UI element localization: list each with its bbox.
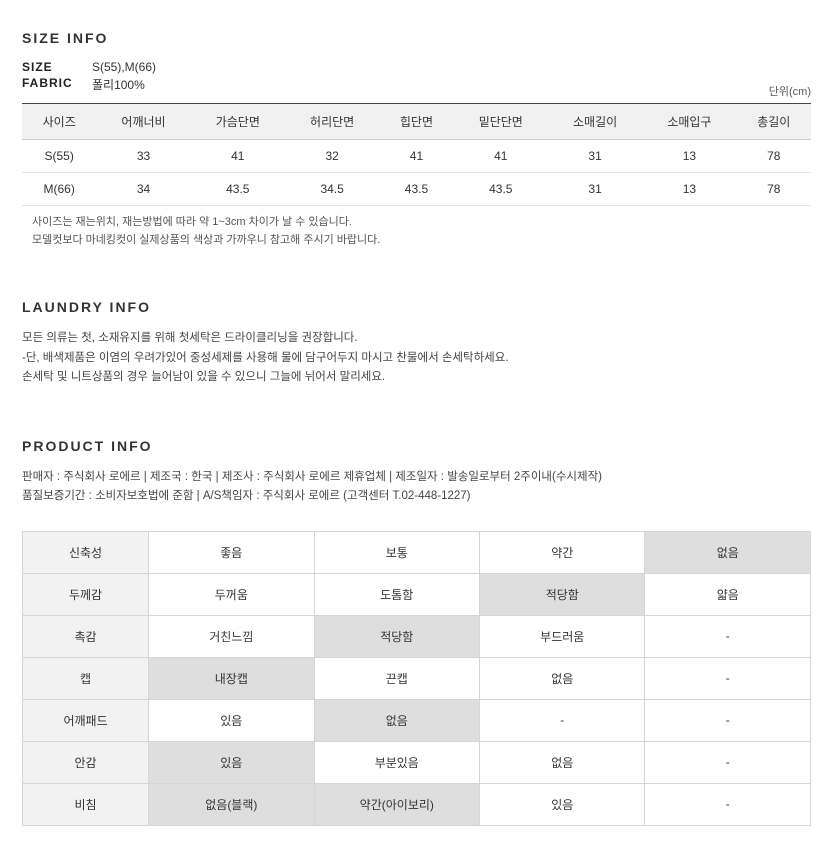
attr-cell: 없음 — [480, 741, 645, 783]
attr-cell: 부분있음 — [314, 741, 479, 783]
attr-cell: - — [480, 699, 645, 741]
table-row: 비침없음(블랙)약간(아이보리)있음- — [23, 783, 811, 825]
attr-cell: 약간(아이보리) — [314, 783, 479, 825]
size-header: 밑단단면 — [454, 104, 548, 140]
size-cell: 78 — [737, 140, 811, 173]
size-info-title: SIZE INFO — [22, 30, 811, 46]
table-row: 두께감두꺼움도톰함적당함얇음 — [23, 573, 811, 615]
attr-label: 캡 — [23, 657, 149, 699]
table-row: 어깨패드있음없음-- — [23, 699, 811, 741]
attr-label: 안감 — [23, 741, 149, 783]
attr-label: 어깨패드 — [23, 699, 149, 741]
size-cell: 41 — [191, 140, 285, 173]
size-label: SIZE — [22, 60, 76, 74]
attr-cell: - — [645, 741, 811, 783]
size-header: 사이즈 — [22, 104, 96, 140]
attr-label: 신축성 — [23, 531, 149, 573]
size-cell: 41 — [454, 140, 548, 173]
size-header: 어깨너비 — [96, 104, 190, 140]
laundry-line-2: -단, 배색제품은 이염의 우려가있어 중성세제를 사용해 물에 담구어두지 마… — [22, 349, 811, 369]
attr-cell: 있음 — [149, 741, 314, 783]
attr-cell: 두꺼움 — [149, 573, 314, 615]
fabric-label: FABRIC — [22, 76, 76, 93]
attr-cell: 없음(블랙) — [149, 783, 314, 825]
attr-cell: 얇음 — [645, 573, 811, 615]
size-note-1: 사이즈는 재는위치, 재는방법에 따라 약 1~3cm 차이가 날 수 있습니다… — [32, 214, 811, 232]
size-header: 힙단면 — [379, 104, 453, 140]
size-cell: 32 — [285, 140, 379, 173]
attr-cell: 없음 — [480, 657, 645, 699]
size-cell: 43.5 — [379, 173, 453, 206]
size-cell: 33 — [96, 140, 190, 173]
attr-cell: 없음 — [645, 531, 811, 573]
size-cell: 13 — [642, 140, 736, 173]
attr-cell: 부드러움 — [480, 615, 645, 657]
table-row: 촉감거친느낌적당함부드러움- — [23, 615, 811, 657]
attr-label: 비침 — [23, 783, 149, 825]
size-cell: 43.5 — [191, 173, 285, 206]
table-row: 신축성좋음보통약간없음 — [23, 531, 811, 573]
attr-cell: 적당함 — [314, 615, 479, 657]
product-title: PRODUCT INFO — [22, 438, 811, 454]
attr-cell: - — [645, 783, 811, 825]
attr-cell: 끈캡 — [314, 657, 479, 699]
size-cell: M(66) — [22, 173, 96, 206]
size-cell: 13 — [642, 173, 736, 206]
attr-cell: 보통 — [314, 531, 479, 573]
attr-cell: - — [645, 699, 811, 741]
attr-cell: 적당함 — [480, 573, 645, 615]
size-cell: 41 — [379, 140, 453, 173]
table-row: M(66)3443.534.543.543.5311378 — [22, 173, 811, 206]
attribute-table: 신축성좋음보통약간없음두께감두꺼움도톰함적당함얇음촉감거친느낌적당함부드러움-캡… — [22, 531, 811, 826]
size-header: 소매입구 — [642, 104, 736, 140]
attr-label: 촉감 — [23, 615, 149, 657]
size-header: 소매길이 — [548, 104, 642, 140]
attr-cell: 좋음 — [149, 531, 314, 573]
attr-cell: - — [645, 657, 811, 699]
laundry-title: LAUNDRY INFO — [22, 299, 811, 315]
size-header: 총길이 — [737, 104, 811, 140]
table-row: 안감있음부분있음없음- — [23, 741, 811, 783]
attr-cell: 약간 — [480, 531, 645, 573]
size-cell: 31 — [548, 140, 642, 173]
attr-cell: 거친느낌 — [149, 615, 314, 657]
attr-cell: 도톰함 — [314, 573, 479, 615]
size-header: 허리단면 — [285, 104, 379, 140]
product-line-2: 품질보증기간 : 소비자보호법에 준함 | A/S책임자 : 주식회사 로에르 … — [22, 487, 811, 507]
attr-cell: 있음 — [480, 783, 645, 825]
attr-cell: 내장캡 — [149, 657, 314, 699]
product-line-1: 판매자 : 주식회사 로에르 | 제조국 : 한국 | 제조사 : 주식회사 로… — [22, 468, 811, 488]
size-cell: S(55) — [22, 140, 96, 173]
size-cell: 43.5 — [454, 173, 548, 206]
size-table: 사이즈어깨너비가슴단면허리단면힙단면밑단단면소매길이소매입구총길이 S(55)3… — [22, 103, 811, 206]
size-cell: 34 — [96, 173, 190, 206]
size-cell: 78 — [737, 173, 811, 206]
attr-label: 두께감 — [23, 573, 149, 615]
laundry-line-3: 손세탁 및 니트상품의 경우 늘어남이 있을 수 있으니 그늘에 뉘어서 말리세… — [22, 368, 811, 388]
attr-cell: - — [645, 615, 811, 657]
attr-cell: 없음 — [314, 699, 479, 741]
attr-cell: 있음 — [149, 699, 314, 741]
size-header: 가슴단면 — [191, 104, 285, 140]
laundry-line-1: 모든 의류는 첫, 소재유지를 위해 첫세탁은 드라이클리닝을 권장합니다. — [22, 329, 811, 349]
size-cell: 34.5 — [285, 173, 379, 206]
table-row: S(55)3341324141311378 — [22, 140, 811, 173]
size-value: S(55),M(66) — [92, 60, 156, 74]
fabric-value: 폴리100% — [92, 76, 145, 93]
table-row: 캡내장캡끈캡없음- — [23, 657, 811, 699]
size-cell: 31 — [548, 173, 642, 206]
size-note-2: 모델컷보다 마네킹컷이 실제상품의 색상과 가까우니 참고해 주시기 바랍니다. — [32, 232, 811, 250]
